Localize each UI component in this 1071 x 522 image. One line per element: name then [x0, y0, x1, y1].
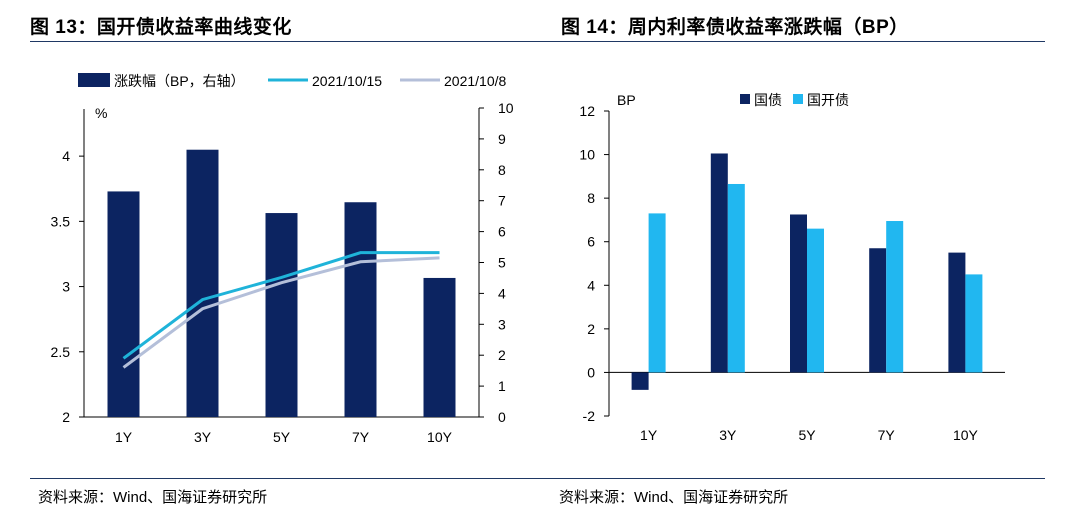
x-tick-label-5Y: 5Y — [798, 427, 816, 443]
bar-国开债-10Y — [965, 274, 983, 373]
bar-国开债-3Y — [727, 183, 745, 373]
y-axis-label: BP — [617, 92, 636, 108]
x-tick-label-10Y: 10Y — [953, 427, 979, 443]
bar-国债-7Y — [869, 248, 887, 373]
chart-13-title: 图 13：国开债收益率曲线变化 — [30, 17, 292, 38]
bar-国债-5Y — [790, 214, 807, 373]
x-tick-label-1Y: 1Y — [640, 427, 658, 443]
right-tick-label: 7 — [498, 193, 506, 209]
series-line-2021/10/8 — [122, 256, 440, 369]
chart-14-title-rule — [535, 41, 1045, 42]
right-tick-label: 3 — [498, 316, 506, 332]
bar-change-bp-10Y — [423, 277, 456, 417]
y-tick-label: -2 — [583, 408, 596, 424]
chart-13-plot: 2 2.5 3 3.5 4% 0 1 2 3 4 5 6 7 8 9 10 1Y 3Y 5Y 7Y 10Y 涨跌幅（BP，… — [51, 73, 514, 445]
bar-国开债-7Y — [886, 221, 904, 373]
chart-14-plot: -2 0 2 4 6 8 10 12 BP 1Y 3Y 5Y 7Y 10Y 国债 国开债 — [579, 92, 1005, 443]
bar-国债-1Y — [631, 372, 649, 390]
series-line-2021/10/15 — [122, 251, 440, 360]
chart-14-source: 资料来源：Wind、国海证券研究所 — [559, 489, 789, 506]
right-tick-label: 5 — [498, 255, 506, 271]
chart-13-panel: 图 13：国开债收益率曲线变化 2 2.5 3 3.5 4% 0 1 2 3 4 5 6 7 8 9 10 1Y… — [0, 0, 535, 522]
legend-label-line-1: 2021/10/15 — [312, 73, 382, 89]
y-tick-label: 0 — [587, 364, 595, 380]
x-tick-label-10Y: 10Y — [427, 429, 453, 445]
bar-国开债-1Y — [648, 213, 666, 373]
legend-label-bars: 涨跌幅（BP，右轴） — [114, 73, 245, 89]
left-tick-label: 4 — [62, 148, 70, 164]
bar-change-bp-3Y — [186, 149, 219, 417]
right-tick-label: 4 — [498, 285, 506, 301]
y-tick-label: 8 — [587, 190, 595, 206]
y-tick-label: 4 — [587, 277, 595, 293]
legend-label-series-2: 国开债 — [807, 92, 849, 108]
x-tick-label-7Y: 7Y — [878, 427, 896, 443]
right-tick-label: 6 — [498, 224, 506, 240]
bar-change-bp-7Y — [344, 202, 377, 417]
right-tick-label: 2 — [498, 347, 506, 363]
bar-国开债-5Y — [807, 228, 824, 373]
chart-13-bottom-rule — [30, 478, 535, 479]
x-tick-label-3Y: 3Y — [194, 429, 212, 445]
left-tick-label: 3 — [62, 279, 70, 295]
right-tick-label: 9 — [498, 131, 506, 147]
right-tick-label: 8 — [498, 162, 506, 178]
y-tick-label: 10 — [579, 147, 595, 163]
bar-change-bp-1Y — [107, 191, 140, 417]
legend-swatch-series-1 — [740, 94, 750, 104]
right-tick-label: 10 — [498, 100, 514, 116]
x-tick-label-7Y: 7Y — [352, 429, 370, 445]
x-tick-label-3Y: 3Y — [719, 427, 737, 443]
left-tick-label: 2.5 — [51, 344, 71, 360]
chart-14-title: 图 14：周内利率债收益率涨跌幅（BP） — [561, 17, 909, 38]
y-tick-label: 6 — [587, 234, 595, 250]
left-tick-label: 2 — [62, 409, 70, 425]
chart-14-panel: 图 14：周内利率债收益率涨跌幅（BP） -2 0 2 4 6 8 10 12 BP 1Y 3Y 5Y… — [535, 0, 1071, 522]
legend-swatch-bars — [78, 73, 110, 87]
right-tick-label: 1 — [498, 378, 506, 394]
chart-14-bottom-rule — [535, 478, 1045, 479]
bar-国债-3Y — [710, 153, 728, 373]
x-tick-label-5Y: 5Y — [273, 429, 291, 445]
x-tick-label-1Y: 1Y — [115, 429, 133, 445]
legend-swatch-series-2 — [793, 94, 803, 104]
left-axis-label: % — [95, 105, 107, 121]
y-tick-label: 2 — [587, 321, 595, 337]
right-tick-label: 0 — [498, 409, 506, 425]
legend-label-line-2: 2021/10/8 — [444, 73, 506, 89]
bar-国债-10Y — [948, 252, 966, 373]
bar-change-bp-5Y — [265, 213, 298, 417]
chart-13-source: 资料来源：Wind、国海证券研究所 — [38, 489, 268, 506]
left-tick-label: 3.5 — [51, 213, 71, 229]
legend-label-series-1: 国债 — [754, 92, 782, 108]
y-tick-label: 12 — [579, 103, 595, 119]
chart-13-title-rule — [30, 41, 535, 42]
